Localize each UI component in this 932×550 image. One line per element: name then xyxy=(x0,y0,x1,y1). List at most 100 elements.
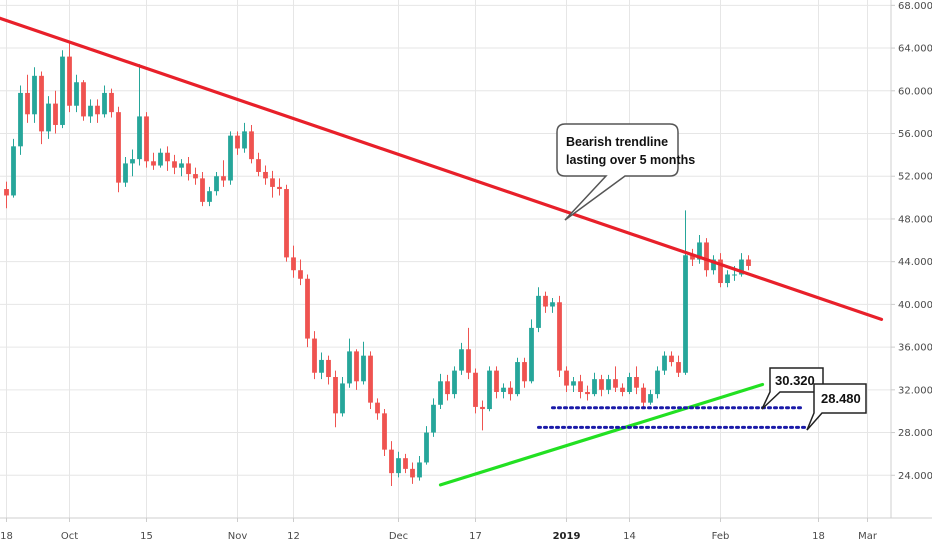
candle-down xyxy=(39,71,44,145)
candlestick-series xyxy=(4,42,751,486)
candle-body xyxy=(46,103,51,132)
candle-up xyxy=(683,210,688,375)
candle-body xyxy=(326,359,331,378)
candle-body xyxy=(424,432,429,463)
candle-down xyxy=(676,355,681,378)
candle-up xyxy=(228,131,233,185)
y-tick-label: 44.000 xyxy=(898,257,932,268)
callout-line-1: Bearish trendline xyxy=(566,135,668,149)
candle-body xyxy=(375,402,380,414)
candle-body xyxy=(284,189,289,258)
candle-down xyxy=(368,351,373,410)
candle-down xyxy=(466,327,471,380)
candle-down xyxy=(200,171,205,207)
candle-body xyxy=(382,413,387,450)
candle-down xyxy=(620,383,625,397)
candle-down xyxy=(305,274,310,348)
candle-up xyxy=(550,297,555,313)
x-tick-label: 12 xyxy=(287,531,300,542)
candle-down xyxy=(249,124,254,164)
candle-down xyxy=(564,366,569,392)
candle-down xyxy=(263,165,268,185)
candle-up xyxy=(18,85,23,155)
candle-up xyxy=(123,157,128,187)
y-tick-label: 40.000 xyxy=(898,300,932,311)
candle-body xyxy=(172,161,177,168)
candle-body xyxy=(60,56,65,125)
candle-body xyxy=(263,171,268,179)
y-tick-label: 32.000 xyxy=(898,385,932,396)
candle-body xyxy=(123,163,128,183)
candle-down xyxy=(53,90,58,134)
candle-body xyxy=(291,257,296,271)
candle-body xyxy=(249,131,254,160)
candle-up xyxy=(102,85,107,118)
candle-body xyxy=(396,458,401,474)
candle-body xyxy=(732,274,737,276)
candle-down xyxy=(298,259,303,286)
candle-up xyxy=(592,372,597,397)
candle-up xyxy=(396,451,401,478)
candle-body xyxy=(599,379,604,390)
candle-down xyxy=(116,106,121,193)
candle-body xyxy=(452,370,457,395)
candle-down xyxy=(67,42,72,113)
candle-body xyxy=(669,355,674,363)
candle-body xyxy=(403,458,408,469)
x-tick-label: 18 xyxy=(0,531,13,542)
candle-body xyxy=(697,242,702,260)
candle-up xyxy=(431,398,436,437)
candle-down xyxy=(718,253,723,288)
candle-body xyxy=(613,379,618,388)
candle-body xyxy=(676,362,681,373)
candle-down xyxy=(613,366,618,392)
candle-body xyxy=(200,178,205,202)
x-tick-label: 15 xyxy=(140,531,153,542)
candle-body xyxy=(235,135,240,149)
candle-body xyxy=(683,255,688,373)
candle-down xyxy=(634,366,639,395)
candle-down xyxy=(193,167,198,185)
candle-body xyxy=(256,159,261,172)
candle-body xyxy=(277,186,282,190)
candle-body xyxy=(151,161,156,166)
chart-grid xyxy=(0,0,891,518)
y-tick-label: 36.000 xyxy=(898,343,932,354)
candle-down xyxy=(109,88,114,118)
candle-up xyxy=(438,373,443,410)
candle-body xyxy=(32,75,37,115)
candle-body xyxy=(473,372,478,407)
candle-down xyxy=(445,374,450,401)
candle-body xyxy=(417,462,422,478)
candle-up xyxy=(242,122,247,153)
candle-body xyxy=(634,377,639,388)
candle-body xyxy=(130,159,135,164)
candle-up xyxy=(347,338,352,388)
candle-up xyxy=(207,186,212,207)
candle-up xyxy=(452,366,457,399)
y-tick-label: 28.000 xyxy=(898,428,932,439)
candle-body xyxy=(221,176,226,181)
candle-down xyxy=(81,80,86,121)
y-tick-label: 68.000 xyxy=(898,1,932,12)
candle-down xyxy=(410,462,415,484)
candle-body xyxy=(228,135,233,181)
candle-body xyxy=(4,189,9,196)
candle-down xyxy=(690,248,695,266)
candle-down xyxy=(382,409,387,457)
candle-down xyxy=(599,374,604,397)
candle-up xyxy=(648,389,653,405)
candle-up xyxy=(88,99,93,123)
candle-body xyxy=(305,278,310,339)
candle-down xyxy=(312,331,317,380)
candle-body xyxy=(25,92,30,115)
candle-body xyxy=(39,75,44,132)
candle-down xyxy=(165,146,170,171)
candle-body xyxy=(508,387,513,395)
candle-body xyxy=(606,379,611,390)
x-tick-label: 14 xyxy=(623,531,636,542)
candle-up xyxy=(606,374,611,395)
candle-up xyxy=(60,50,65,129)
candle-up xyxy=(74,74,79,113)
